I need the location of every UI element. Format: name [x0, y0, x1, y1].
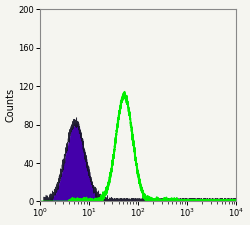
Y-axis label: Counts: Counts: [6, 88, 16, 122]
